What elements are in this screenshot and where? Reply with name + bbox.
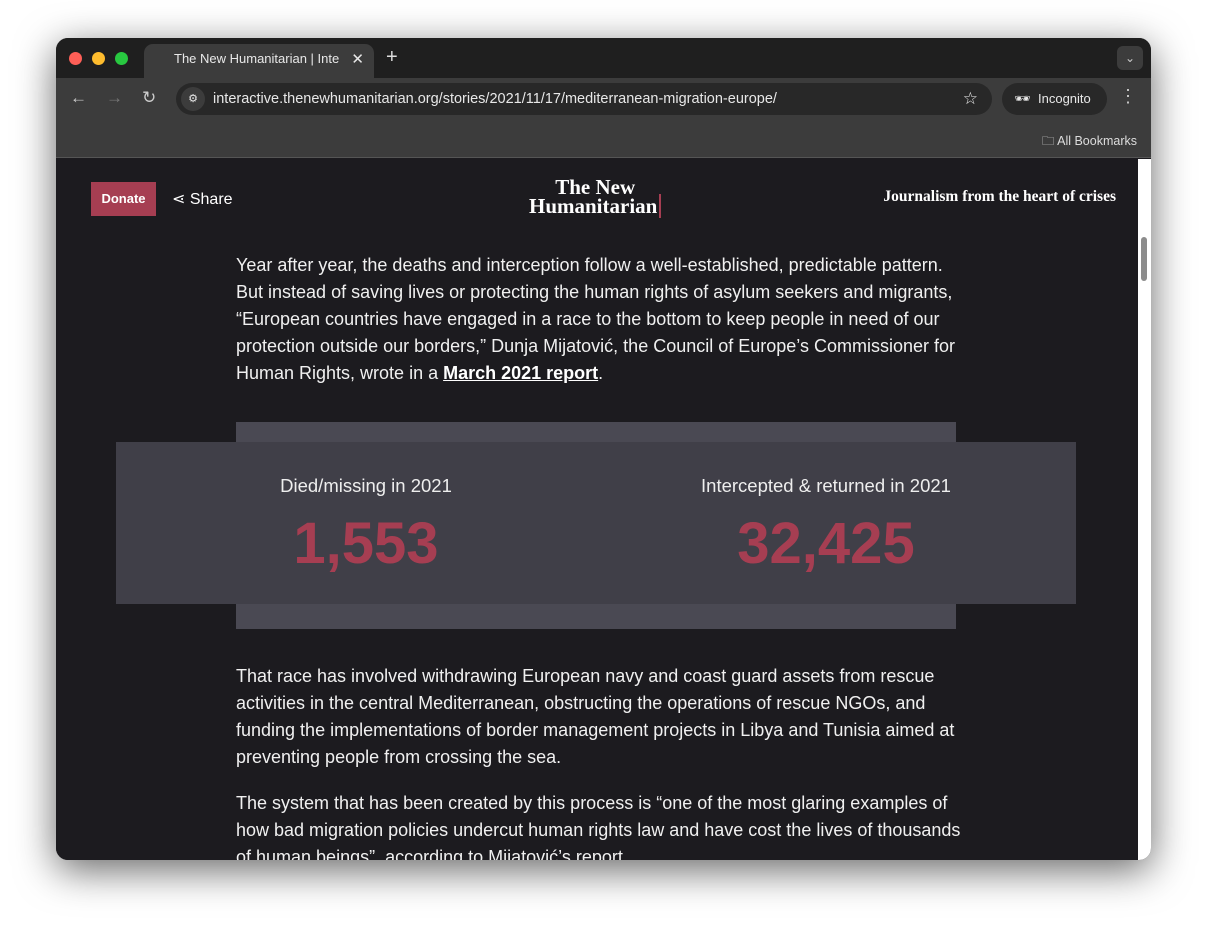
back-icon[interactable]: ← [70,88,87,107]
share-icon: ⋖ [172,191,190,208]
stat-label-died: Died/missing in 2021 [280,475,452,496]
all-bookmarks-label: All Bookmarks [1057,134,1137,148]
address-bar[interactable]: ⚙ interactive.thenewhumanitarian.org/stor… [176,83,992,115]
tagline: Journalism from the heart of crises [883,188,1116,205]
new-tab-icon[interactable]: + [386,46,398,68]
forward-icon[interactable]: → [106,88,123,107]
url-text: interactive.thenewhumanitarian.org/stori… [213,91,777,107]
tab-bar: The New Humanitarian | Interactive ✕ + ⌄ [56,38,1151,78]
site-settings-icon[interactable]: ⚙ [181,87,205,111]
browser-tab[interactable]: The New Humanitarian | Interactive ✕ [144,44,374,78]
toolbar: ← → ↻ ⚙ interactive.thenewhumanitarian.or… [56,78,1151,120]
bookmark-star-icon[interactable]: ☆ [962,89,978,108]
paragraph-2: That race has involved withdrawing Europ… [236,666,955,767]
paragraph-3: The system that has been created by this… [236,793,961,860]
march-2021-report-link[interactable]: March 2021 report [443,363,599,383]
reload-icon[interactable]: ↻ [142,88,157,107]
stat-value-died: 1,553 [293,511,439,576]
minimize-window-button[interactable] [92,52,105,65]
share-label: Share [189,191,233,208]
folder-icon: 🗀 [1041,134,1058,148]
bookmarks-bar: 🗀 All Bookmarks [56,120,1151,158]
incognito-label: Incognito [1038,91,1091,106]
close-tab-icon[interactable]: ✕ [351,51,364,68]
scrollbar[interactable] [1138,159,1151,860]
paragraph-1: Year after year, the deaths and intercep… [236,252,961,387]
paragraph-1-text: Year after year, the deaths and intercep… [236,255,955,383]
tab-search-chevron-icon[interactable]: ⌄ [1117,46,1143,70]
incognito-badge[interactable]: 🕶 Incognito [1002,83,1107,115]
logo-line2: Humanitarian [529,194,662,218]
browser-window: The New Humanitarian | Interactive✕ + ⌄ … [56,38,1151,860]
maximize-window-button[interactable] [115,52,128,65]
incognito-icon: 🕶 [1014,91,1031,106]
stats-panel: Died/missing in 2021 1,553 Intercepted &… [116,442,1076,604]
page-content: Donate ⋖ Share The New Humanitarian Journ… [56,159,1138,860]
site-logo[interactable]: The New Humanitarian [529,175,662,218]
stat-value-intercepted: 32,425 [737,511,915,576]
all-bookmarks[interactable]: 🗀 All Bookmarks [1042,132,1137,153]
close-window-button[interactable] [69,52,82,65]
stat-label-intercepted: Intercepted & returned in 2021 [701,475,951,496]
paragraph-1-end: . [598,363,604,383]
share-button[interactable]: ⋖ Share [172,189,233,209]
logo-line1: The New [555,175,636,199]
tab-title: The New Humanitarian | Interactive [174,51,339,66]
scrollbar-thumb[interactable] [1141,237,1147,281]
donate-button[interactable]: Donate [91,182,156,216]
more-menu-icon[interactable]: ⋮ [1119,86,1137,106]
